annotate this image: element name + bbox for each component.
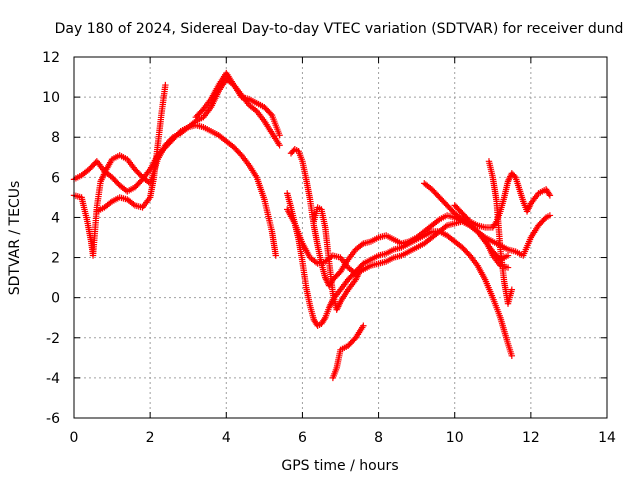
data-point-marker — [508, 352, 516, 360]
data-point-marker — [130, 201, 137, 208]
x-tick-label: 6 — [298, 430, 307, 446]
x-tick-label: 2 — [146, 430, 155, 446]
data-point-marker — [252, 106, 259, 114]
data-point-marker — [183, 125, 190, 132]
y-tick-label: 12 — [42, 50, 60, 66]
data-point-marker — [107, 199, 114, 206]
series-track-9 — [329, 322, 367, 382]
y-tick-label: -2 — [46, 331, 60, 347]
y-tick-label: 6 — [51, 170, 60, 186]
y-tick-label: 4 — [51, 210, 60, 226]
x-tick-label: 4 — [222, 430, 231, 446]
data-point-marker — [267, 110, 274, 118]
y-tick-label: -4 — [46, 371, 60, 387]
data-point-marker — [360, 322, 367, 329]
data-point-marker — [276, 132, 283, 139]
data-point-marker — [508, 286, 516, 293]
x-tick-label: 0 — [70, 430, 79, 446]
data-point-marker — [321, 316, 328, 323]
y-tick-label: 10 — [42, 90, 60, 106]
y-tick-label: 8 — [51, 130, 60, 146]
data-point-marker — [442, 223, 449, 230]
series-track-11 — [451, 170, 554, 231]
y-tick-label: 0 — [51, 291, 60, 307]
data-point-marker — [511, 172, 518, 180]
series-track-6 — [284, 190, 516, 360]
x-tick-label: 8 — [374, 430, 383, 446]
data-point-marker — [272, 252, 279, 259]
plot-frame — [73, 56, 608, 419]
data-point-marker — [545, 190, 553, 198]
data-point-marker — [276, 142, 283, 149]
series-track-10 — [421, 180, 554, 259]
y-tick-label: -6 — [46, 411, 60, 427]
data-point-marker — [504, 264, 512, 271]
data-points — [70, 69, 554, 382]
y-axis-label: SDTVAR / TECUs — [7, 181, 23, 296]
x-tick-label: 10 — [446, 430, 464, 446]
data-point-marker — [546, 192, 554, 199]
axis-ticks: 0 2 4 6 8 10 12 14 -6 -4 -2 0 2 4 6 8 10 12 — [42, 50, 616, 446]
x-tick-label: 14 — [598, 430, 616, 446]
series-track-8 — [310, 204, 363, 313]
data-point-marker — [358, 241, 366, 248]
y-tick-label: 2 — [51, 251, 60, 267]
series-track-4 — [192, 69, 283, 139]
x-tick-label: 12 — [522, 430, 540, 446]
data-point-marker — [546, 212, 554, 219]
series-track-3 — [93, 81, 169, 215]
data-point-marker — [162, 81, 169, 89]
data-point-marker — [480, 233, 487, 240]
chart-title: Day 180 of 2024, Sidereal Day-to-day VTE… — [55, 21, 624, 37]
series-track-2 — [70, 121, 279, 259]
data-point-marker — [356, 268, 363, 275]
series-track-12 — [485, 158, 516, 307]
data-point-marker — [434, 217, 442, 224]
x-axis-label: GPS time / hours — [281, 458, 398, 474]
data-point-marker — [504, 252, 512, 259]
